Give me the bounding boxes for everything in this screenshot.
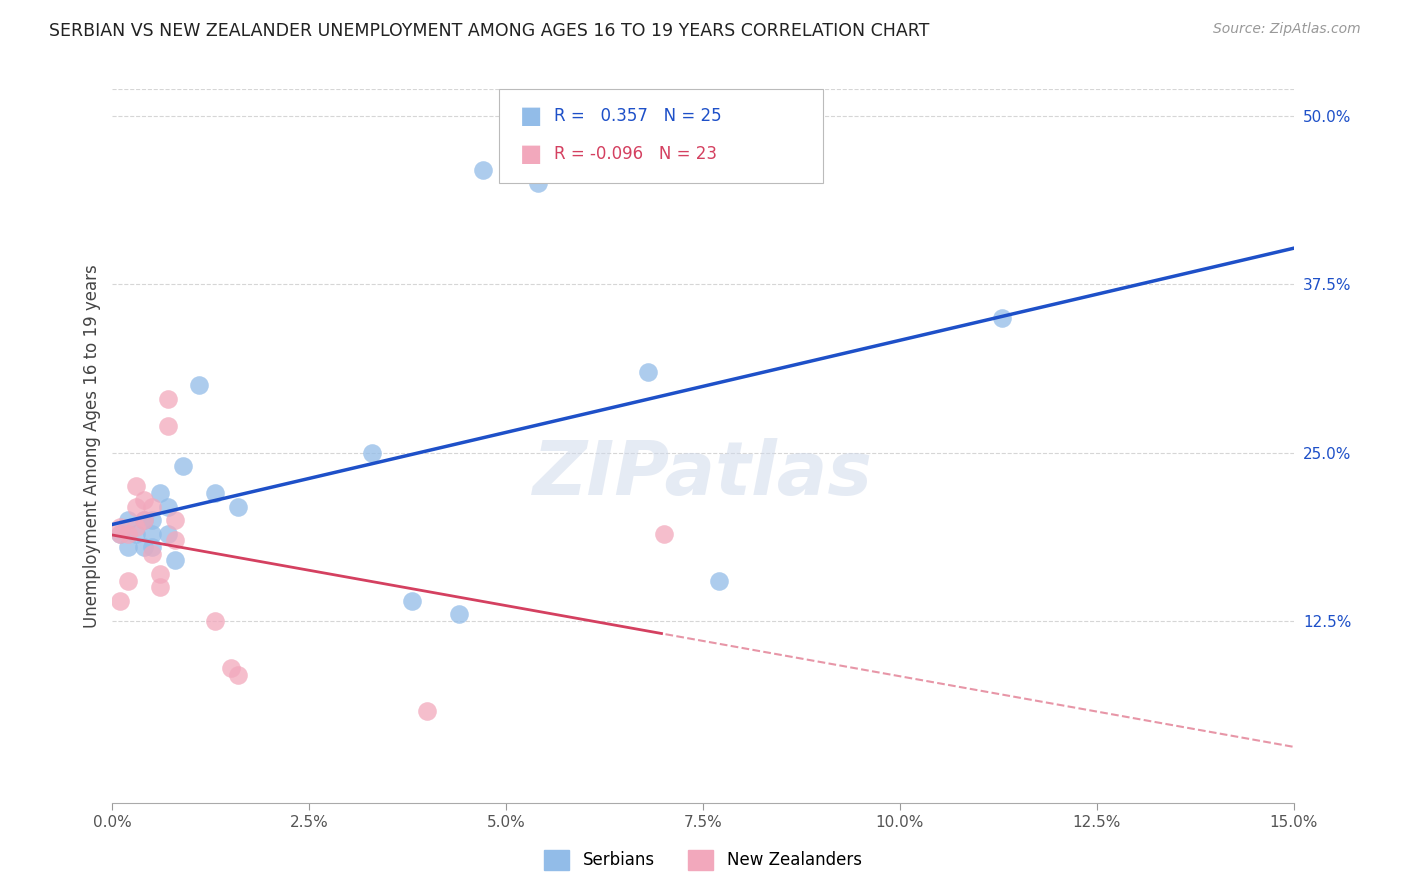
Text: ■: ■: [520, 143, 543, 166]
Point: [156, 418, 179, 433]
Point: [132, 492, 155, 507]
Point: [156, 500, 179, 514]
Point: [110, 526, 132, 541]
Point: [471, 163, 494, 178]
Point: [149, 566, 172, 581]
Point: [416, 704, 439, 718]
Point: [110, 520, 132, 534]
Point: [149, 580, 172, 594]
Point: [165, 533, 187, 548]
Point: [132, 540, 155, 554]
Point: [141, 500, 163, 514]
Text: SERBIAN VS NEW ZEALANDER UNEMPLOYMENT AMONG AGES 16 TO 19 YEARS CORRELATION CHAR: SERBIAN VS NEW ZEALANDER UNEMPLOYMENT AM…: [49, 22, 929, 40]
Point: [141, 526, 163, 541]
Point: [117, 540, 139, 554]
Text: Source: ZipAtlas.com: Source: ZipAtlas.com: [1213, 22, 1361, 37]
Point: [637, 365, 659, 379]
Point: [149, 486, 172, 500]
Point: [117, 513, 139, 527]
Legend: Serbians, New Zealanders: Serbians, New Zealanders: [537, 843, 869, 877]
Y-axis label: Unemployment Among Ages 16 to 19 years: Unemployment Among Ages 16 to 19 years: [83, 264, 101, 628]
Point: [172, 459, 194, 474]
Point: [228, 668, 250, 682]
Point: [141, 513, 163, 527]
Point: [125, 526, 148, 541]
Point: [219, 661, 242, 675]
Point: [991, 311, 1014, 326]
Point: [156, 392, 179, 406]
Point: [165, 513, 187, 527]
Point: [117, 574, 139, 588]
Point: [228, 500, 250, 514]
Point: [447, 607, 470, 622]
Point: [401, 594, 423, 608]
Point: [125, 520, 148, 534]
Point: [204, 486, 226, 500]
Point: [204, 614, 226, 628]
Point: [132, 513, 155, 527]
Point: [361, 446, 384, 460]
Point: [141, 540, 163, 554]
Text: ■: ■: [520, 104, 543, 128]
Text: R = -0.096   N = 23: R = -0.096 N = 23: [554, 145, 717, 163]
Point: [188, 378, 211, 392]
Point: [141, 547, 163, 561]
Point: [652, 526, 675, 541]
Point: [165, 553, 187, 567]
Point: [125, 500, 148, 514]
Point: [117, 526, 139, 541]
Point: [526, 177, 548, 191]
Text: R =   0.357   N = 25: R = 0.357 N = 25: [554, 107, 721, 125]
Point: [110, 526, 132, 541]
Text: ZIPatlas: ZIPatlas: [533, 438, 873, 511]
Point: [156, 526, 179, 541]
Point: [707, 574, 730, 588]
Point: [110, 594, 132, 608]
Point: [125, 479, 148, 493]
Point: [132, 513, 155, 527]
